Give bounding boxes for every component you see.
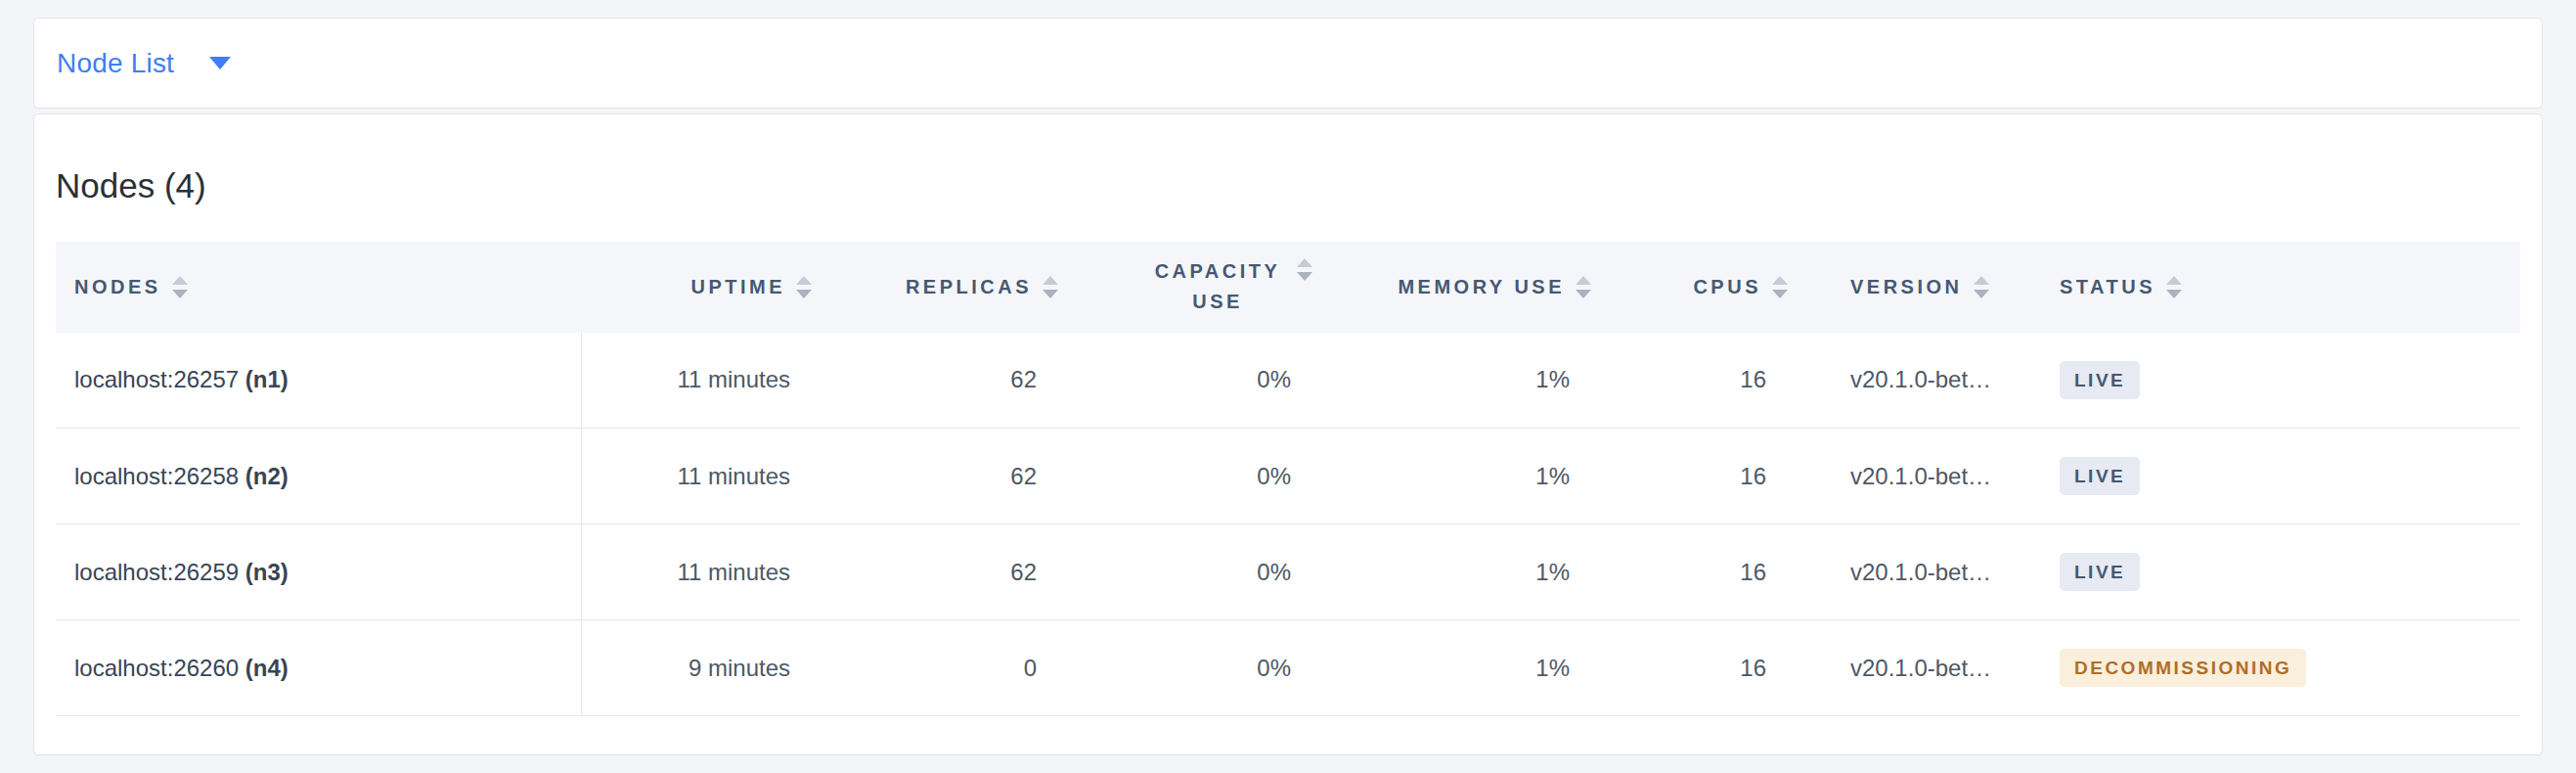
cell-capacity_use: 0%: [1072, 429, 1326, 524]
sort-desc-icon: [1576, 290, 1591, 298]
cell-replicas: 62: [825, 429, 1072, 524]
node-address: localhost:26259: [74, 559, 245, 585]
cell-version: v20.1.0-bet…: [1801, 524, 2046, 620]
sort-asc-icon: [1772, 276, 1788, 285]
node-id: (n3): [245, 559, 289, 585]
column-header-cpus[interactable]: CPUS: [1605, 242, 1801, 333]
cell-node-address[interactable]: localhost:26258 (n2): [56, 429, 581, 524]
cell-uptime: 11 minutes: [581, 524, 825, 620]
cell-memory_use: 1%: [1326, 429, 1605, 524]
column-header-status[interactable]: STATUS: [2046, 242, 2520, 333]
cell-uptime: 11 minutes: [581, 333, 825, 429]
status-badge: LIVE: [2060, 457, 2140, 495]
column-header-memory_use[interactable]: MEMORY USE: [1326, 242, 1605, 333]
sort-desc-icon: [172, 290, 188, 298]
status-badge: LIVE: [2060, 553, 2140, 591]
column-header-nodes[interactable]: NODES: [56, 242, 581, 333]
sort-icon[interactable]: [1772, 276, 1788, 298]
node-address: localhost:26257: [74, 366, 245, 392]
cell-memory_use: 1%: [1326, 620, 1605, 716]
page-title: Nodes (4): [56, 163, 2520, 208]
column-label: STATUS: [2060, 276, 2155, 298]
sort-desc-icon: [1772, 290, 1788, 298]
table-row[interactable]: localhost:26260 (n4)9 minutes00%1%16v20.…: [56, 620, 2520, 716]
cell-replicas: 62: [825, 333, 1072, 429]
column-header-replicas[interactable]: REPLICAS: [825, 242, 1072, 333]
node-id: (n2): [245, 463, 289, 489]
cell-status: DECOMMISSIONING: [2046, 620, 2520, 716]
sort-desc-icon: [1974, 290, 1989, 298]
cell-cpus: 16: [1605, 524, 1801, 620]
sort-asc-icon: [1974, 276, 1989, 285]
sort-desc-icon: [1297, 272, 1312, 281]
sort-asc-icon: [796, 276, 812, 285]
column-label: CPUS: [1693, 276, 1761, 298]
cell-uptime: 11 minutes: [581, 429, 825, 524]
node-id: (n1): [245, 366, 289, 392]
nodes-table: NODES UPTIME REPLICAS CAPACITY USE MEMORY US…: [56, 242, 2520, 717]
cell-replicas: 62: [825, 524, 1072, 620]
cell-version: v20.1.0-bet…: [1801, 620, 2046, 716]
node-address: localhost:26258: [74, 463, 245, 489]
column-label: MEMORY USE: [1398, 276, 1565, 298]
cell-replicas: 0: [825, 620, 1072, 716]
view-selector-bar: Node List: [33, 18, 2543, 109]
column-label: NODES: [74, 276, 161, 298]
table-row[interactable]: localhost:26259 (n3)11 minutes620%1%16v2…: [56, 524, 2520, 620]
cell-node-address[interactable]: localhost:26260 (n4): [56, 620, 581, 716]
sort-icon[interactable]: [1576, 276, 1591, 298]
sort-asc-icon: [1576, 276, 1591, 285]
sort-desc-icon: [796, 290, 812, 298]
column-label: UPTIME: [690, 276, 785, 298]
chevron-down-icon: [209, 57, 231, 69]
node-id: (n4): [245, 655, 289, 681]
sort-icon[interactable]: [2166, 276, 2182, 298]
cell-capacity_use: 0%: [1072, 524, 1326, 620]
cell-status: LIVE: [2046, 333, 2520, 429]
table-row[interactable]: localhost:26257 (n1)11 minutes620%1%16v2…: [56, 333, 2520, 429]
node-address: localhost:26260: [74, 655, 245, 681]
sort-icon[interactable]: [172, 276, 188, 298]
sort-icon[interactable]: [796, 276, 812, 298]
cell-memory_use: 1%: [1326, 524, 1605, 620]
sort-asc-icon: [1297, 258, 1312, 267]
cell-status: LIVE: [2046, 429, 2520, 524]
table-row[interactable]: localhost:26258 (n2)11 minutes620%1%16v2…: [56, 429, 2520, 524]
table-header: NODES UPTIME REPLICAS CAPACITY USE MEMORY US…: [56, 242, 2520, 333]
column-header-version[interactable]: VERSION: [1801, 242, 2046, 333]
cell-version: v20.1.0-bet…: [1801, 429, 2046, 524]
column-label: REPLICAS: [906, 276, 1032, 298]
column-label: VERSION: [1850, 276, 1963, 298]
sort-desc-icon: [1043, 290, 1058, 298]
cell-memory_use: 1%: [1326, 333, 1605, 429]
cell-version: v20.1.0-bet…: [1801, 333, 2046, 429]
sort-icon[interactable]: [1043, 276, 1058, 298]
cell-uptime: 9 minutes: [581, 620, 825, 716]
cell-cpus: 16: [1605, 620, 1801, 716]
cell-node-address[interactable]: localhost:26257 (n1): [56, 333, 581, 429]
column-label: CAPACITY USE: [1149, 256, 1286, 317]
sort-asc-icon: [1043, 276, 1058, 285]
status-badge: LIVE: [2060, 361, 2140, 399]
sort-desc-icon: [2166, 290, 2182, 298]
sort-icon[interactable]: [1297, 258, 1312, 281]
cell-cpus: 16: [1605, 333, 1801, 429]
column-header-uptime[interactable]: UPTIME: [581, 242, 825, 333]
column-header-capacity_use[interactable]: CAPACITY USE: [1072, 242, 1326, 333]
cell-capacity_use: 0%: [1072, 620, 1326, 716]
cell-capacity_use: 0%: [1072, 333, 1326, 429]
sort-asc-icon: [2166, 276, 2182, 285]
sort-icon[interactable]: [1974, 276, 1989, 298]
view-selector-label: Node List: [57, 48, 174, 79]
nodes-panel: Nodes (4) NODES UPTIME REPLICAS CAPACITY US…: [33, 114, 2543, 755]
cell-status: LIVE: [2046, 524, 2520, 620]
cell-node-address[interactable]: localhost:26259 (n3): [56, 524, 581, 620]
status-badge: DECOMMISSIONING: [2060, 649, 2306, 687]
view-selector-dropdown[interactable]: Node List: [57, 48, 231, 79]
cell-cpus: 16: [1605, 429, 1801, 524]
sort-asc-icon: [172, 276, 188, 285]
